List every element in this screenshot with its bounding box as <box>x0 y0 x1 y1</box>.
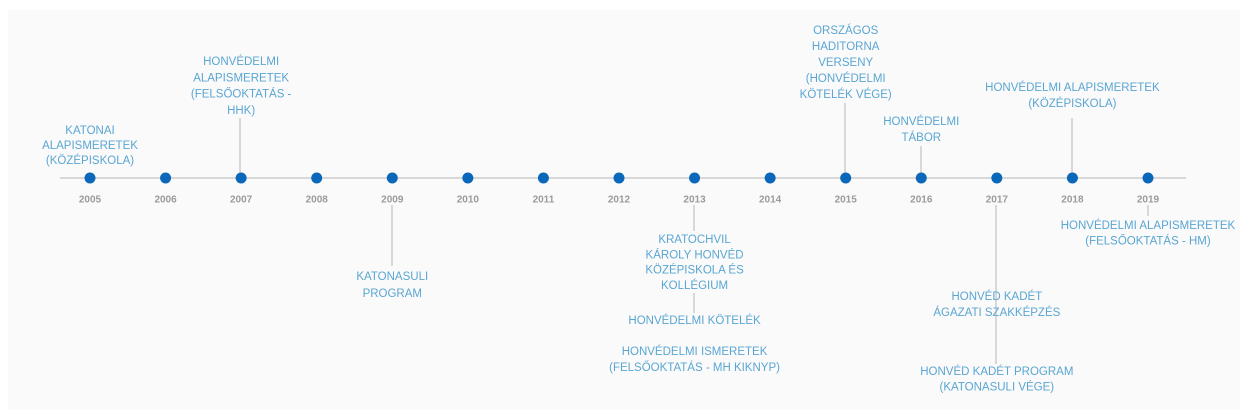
event-label: (FELSŐOKTATÁS - MH KIKNYP) <box>609 360 780 374</box>
year-label: 2019 <box>1137 195 1160 206</box>
event-label: HONVÉDELMI <box>203 55 279 68</box>
background <box>8 10 1240 410</box>
year-dot <box>235 172 247 184</box>
year-dot <box>386 172 398 184</box>
event-label: KÖZÉPISKOLA ÉS <box>645 264 744 277</box>
year-dot <box>840 172 852 184</box>
event-label: KÖTELÉK VÉGE) <box>800 88 892 101</box>
year-dot <box>1142 172 1154 184</box>
connectors <box>239 103 1149 364</box>
event-label: KATONASULI <box>356 271 428 283</box>
year-dot <box>915 172 927 184</box>
event-label: KATONAI <box>65 125 114 137</box>
event-label: KÁROLY HONVÉD <box>646 248 744 261</box>
year-label: 2008 <box>306 195 329 206</box>
event-label: HONVÉDELMI <box>883 115 959 128</box>
year-label: 2015 <box>835 195 858 206</box>
event-label: HADITORNA <box>812 41 880 53</box>
year-dot <box>689 172 701 184</box>
event-label: HONVÉD KADÉT PROGRAM <box>920 365 1073 378</box>
event-label: KOLLÉGIUM <box>661 279 728 292</box>
year-dot <box>462 172 474 184</box>
year-label: 2010 <box>457 195 480 206</box>
event-label: KRATOCHVIL <box>658 234 731 246</box>
year-dot <box>311 172 323 184</box>
year-label: 2006 <box>154 195 177 206</box>
year-dot <box>991 172 1003 184</box>
event-label: (HONVÉDELMI <box>806 72 886 85</box>
event-label: (KÖZÉPISKOLA) <box>46 154 134 167</box>
event-label: HONVÉD KADÉT <box>951 290 1042 303</box>
event-label: (FELSŐOKTATÁS - HM) <box>1085 234 1211 248</box>
year-label: 2017 <box>986 195 1009 206</box>
event-label: ALAPISMERETEK <box>42 140 138 152</box>
year-label: 2005 <box>79 195 102 206</box>
year-label: 2007 <box>230 195 253 206</box>
year-dot <box>84 172 96 184</box>
year-label: 2009 <box>381 195 404 206</box>
event-label: (KÖZÉPISKOLA) <box>1028 97 1116 110</box>
year-label: 2013 <box>683 195 706 206</box>
event-label: ÁGAZATI SZAKKÉPZÉS <box>933 306 1060 319</box>
event-label: ALAPISMERETEK <box>193 72 289 84</box>
event-label: VERSENY <box>818 57 873 69</box>
event-label: HONVÉDELMI ISMERETEK <box>622 345 768 358</box>
event-label: (KATONASULI VÉGE) <box>940 381 1055 394</box>
event-label: HONVÉDELMI ALAPISMERETEK <box>1061 219 1236 232</box>
year-label: 2012 <box>608 195 631 206</box>
year-label: 2011 <box>533 195 555 206</box>
event-label: PROGRAM <box>363 288 422 300</box>
event-label: TÁBOR <box>901 131 941 144</box>
year-dot <box>1066 172 1078 184</box>
year-label: 2016 <box>910 195 933 206</box>
event-label: HONVÉDELMI KÖTELÉK <box>628 314 761 327</box>
event-label: HONVÉDELMI ALAPISMERETEK <box>985 81 1160 94</box>
year-dot <box>613 172 625 184</box>
event-label: HHK) <box>227 105 255 117</box>
year-dot <box>764 172 776 184</box>
event-label: (FELSŐOKTATÁS - <box>191 87 292 101</box>
year-dot <box>160 172 172 184</box>
year-label: 2018 <box>1061 195 1084 206</box>
year-label: 2014 <box>759 195 782 206</box>
year-dot <box>537 172 549 184</box>
event-label: ORSZÁGOS <box>813 24 879 37</box>
